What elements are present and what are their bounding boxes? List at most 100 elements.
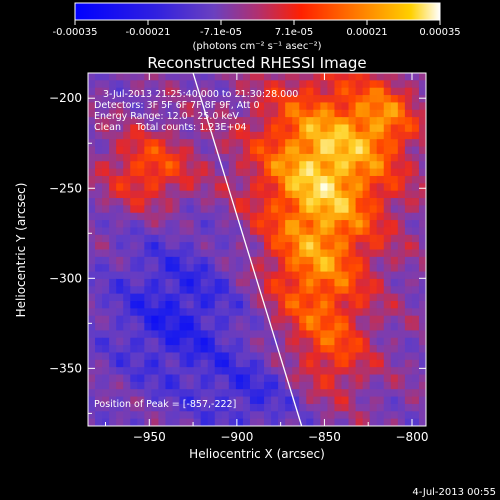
heatmap-cell — [193, 403, 202, 412]
heatmap-cell — [102, 175, 110, 184]
heatmap-cell — [102, 359, 110, 368]
heatmap-cell — [137, 183, 145, 192]
heatmap-cell — [341, 109, 350, 118]
heatmap-cell — [264, 205, 272, 214]
heatmap-cell — [383, 95, 392, 104]
heatmap-cell — [172, 95, 181, 104]
heatmap-cell — [207, 102, 216, 111]
heatmap-cell — [278, 330, 286, 339]
heatmap-cell — [130, 227, 138, 236]
heatmap-cell — [144, 300, 152, 309]
heatmap-cell — [390, 80, 399, 89]
heatmap-cell — [116, 146, 124, 155]
heatmap-cell — [200, 396, 209, 405]
heatmap-cell — [299, 315, 307, 324]
heatmap-cell — [411, 146, 420, 155]
heatmap-cell — [186, 418, 195, 426]
colorbar — [74, 2, 441, 21]
heatmap-cell — [109, 131, 117, 140]
heatmap-cell — [278, 109, 286, 118]
heatmap-cell — [278, 220, 286, 229]
heatmap-cell — [123, 168, 131, 177]
heatmap-cell — [249, 87, 258, 96]
heatmap-cell — [292, 95, 300, 104]
heatmap-cell — [165, 87, 174, 96]
heatmap-cell — [306, 278, 314, 287]
heatmap-cell — [334, 381, 343, 390]
heatmap-cell — [292, 352, 300, 361]
heatmap-cell — [341, 345, 350, 354]
heatmap-cell — [116, 256, 124, 265]
heatmap-cell — [334, 359, 343, 368]
heatmap-cell — [306, 411, 314, 420]
heatmap-cell — [221, 374, 230, 383]
heatmap-cell — [327, 352, 336, 361]
heatmap-cell — [102, 198, 110, 206]
heatmap-cell — [249, 102, 258, 111]
heatmap-cell — [137, 337, 145, 346]
heatmap-cell — [271, 80, 279, 89]
heatmap-cell — [348, 168, 357, 177]
heatmap-cell — [249, 374, 258, 383]
heatmap-cell — [418, 293, 426, 302]
heatmap-cell — [165, 146, 174, 155]
heatmap-cell — [257, 308, 265, 317]
heatmap-cell — [207, 117, 216, 126]
heatmap-cell — [404, 300, 413, 309]
heatmap-cell — [299, 242, 307, 251]
heatmap-cell — [172, 131, 181, 140]
heatmap-cell — [271, 146, 279, 155]
heatmap-cell — [376, 271, 385, 280]
heatmap-cell — [123, 337, 131, 346]
heatmap-cell — [271, 352, 279, 361]
heatmap-cell — [137, 190, 145, 199]
heatmap-cell — [109, 381, 117, 390]
heatmap-cell — [214, 418, 223, 426]
heatmap-cell — [327, 73, 336, 81]
heatmap-cell — [186, 146, 195, 155]
heatmap-cell — [116, 124, 124, 133]
heatmap-cell — [221, 396, 230, 405]
heatmap-cell — [158, 161, 167, 170]
heatmap-cell — [130, 80, 138, 89]
heatmap-cell — [172, 80, 181, 89]
colorbar-tick-label: -0.00021 — [126, 27, 171, 38]
heatmap-cell — [151, 198, 160, 206]
heatmap-cell — [320, 175, 329, 184]
heatmap-cell — [200, 315, 209, 324]
heatmap-cell — [341, 153, 350, 162]
heatmap-cell — [383, 315, 392, 324]
heatmap-cell — [348, 234, 357, 243]
heatmap-cell — [158, 249, 167, 258]
heatmap-cell — [165, 131, 174, 140]
heatmap-cell — [235, 315, 244, 324]
heatmap-cell — [109, 374, 117, 383]
heatmap-cell — [214, 315, 223, 324]
heatmap-cell — [320, 198, 329, 206]
heatmap-cell — [235, 117, 244, 126]
heatmap-cell — [390, 139, 399, 148]
heatmap-cell — [362, 367, 371, 376]
heatmap-cell — [242, 95, 251, 104]
heatmap-cell — [130, 249, 138, 258]
heatmap-cell — [355, 403, 364, 412]
heatmap-cell — [235, 389, 244, 398]
heatmap-cell — [341, 352, 350, 361]
heatmap-cell — [341, 161, 350, 170]
heatmap-cell — [144, 234, 152, 243]
heatmap-cell — [292, 198, 300, 206]
heatmap-cell — [355, 212, 364, 221]
heatmap-cell — [320, 271, 329, 280]
heatmap-cell — [383, 124, 392, 133]
heatmap-cell — [362, 256, 371, 265]
heatmap-cell — [193, 264, 202, 273]
heatmap-cell — [271, 87, 279, 96]
heatmap-cell — [355, 220, 364, 229]
heatmap-cell — [285, 323, 293, 331]
heatmap-cell — [214, 102, 223, 111]
heatmap-cell — [207, 403, 216, 412]
heatmap-cell — [151, 374, 160, 383]
heatmap-cell — [200, 242, 209, 251]
heatmap-cell — [306, 205, 314, 214]
heatmap-cell — [264, 256, 272, 265]
